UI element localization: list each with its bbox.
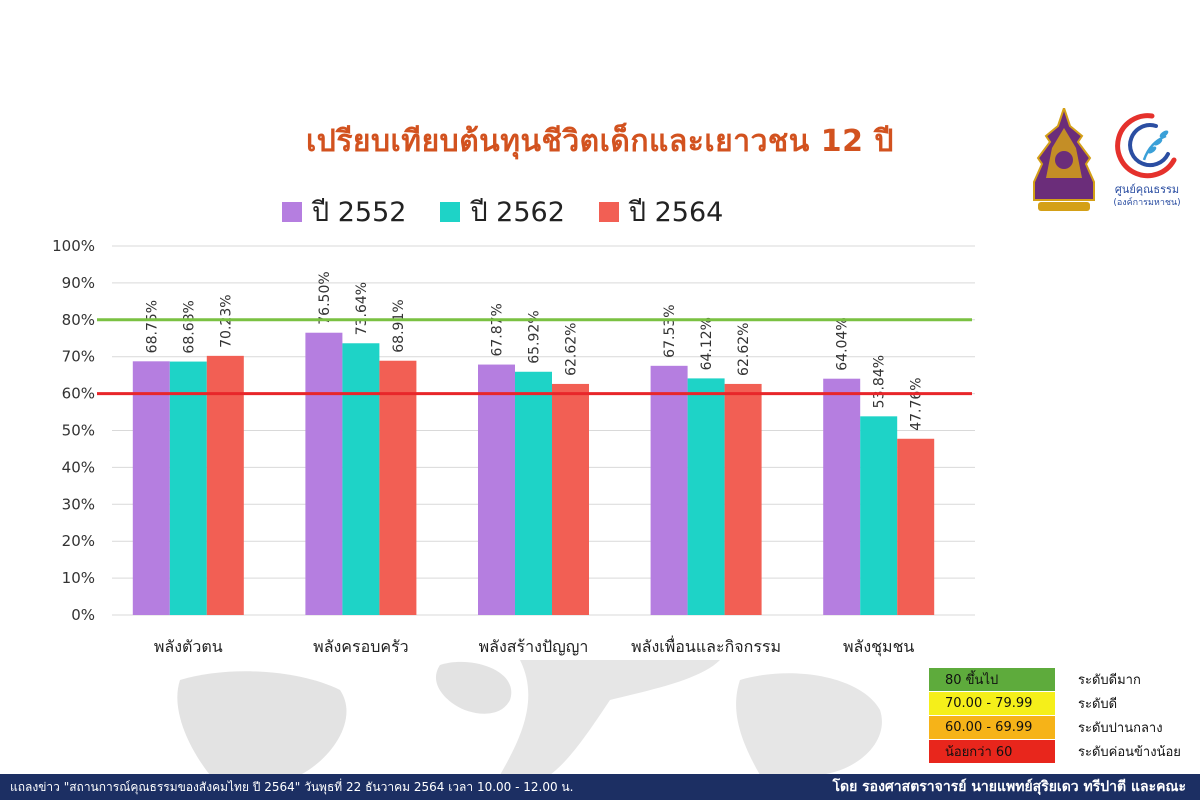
bar <box>860 416 898 615</box>
level-range: 80 ขึ้นไป <box>928 667 1056 692</box>
level-description: ระดับปานกลาง <box>1078 721 1163 736</box>
level-legend-table: 80 ขึ้นไป ระดับดีมาก 70.00 - 79.99 ระดับ… <box>928 667 1181 764</box>
y-tick-label: 30% <box>62 495 95 513</box>
moral-center-logo-icon <box>1115 113 1177 179</box>
bar <box>478 364 515 615</box>
bar <box>823 378 861 615</box>
legend-label-2562: ปี 2562 <box>470 197 565 228</box>
data-label: 68.75% <box>144 300 160 353</box>
footer-author-text: โดย รองศาสตราจารย์ นายแพทย์สุริยเดว ทรีป… <box>832 779 1186 795</box>
category-label: พลังเพื่อนและกิจกรรม <box>631 635 781 656</box>
category-label: พลังสร้างปัญญา <box>479 637 589 656</box>
bar <box>724 383 762 615</box>
category-label: พลังตัวตน <box>154 637 223 656</box>
level-row: 60.00 - 69.99 ระดับปานกลาง <box>928 715 1181 740</box>
data-label: 65.92% <box>527 310 543 363</box>
level-range: น้อยกว่า 60 <box>928 739 1056 764</box>
data-label: 64.04% <box>835 317 851 370</box>
footer-bar: แถลงข่าว "สถานการณ์คุณธรรมของสังคมไทย ปี… <box>0 774 1200 800</box>
data-label: 73.64% <box>354 282 370 335</box>
y-tick-label: 20% <box>62 532 95 550</box>
data-label: 67.53% <box>662 304 678 357</box>
level-description: ระดับดีมาก <box>1078 673 1141 688</box>
y-tick-label: 90% <box>62 274 95 292</box>
legend-label-2552: ปี 2552 <box>312 197 407 228</box>
category-label: พลังชุมชน <box>843 637 914 657</box>
level-row: 70.00 - 79.99 ระดับดี <box>928 691 1181 716</box>
data-label: 68.91% <box>391 299 407 352</box>
bar <box>552 383 589 615</box>
y-tick-label: 60% <box>62 385 95 403</box>
data-label: 64.12% <box>699 317 715 370</box>
bar <box>342 343 380 615</box>
bar <box>515 371 552 615</box>
moral-center-logo-text: ศูนย์คุณธรรม <box>1114 183 1180 196</box>
level-row: น้อยกว่า 60 ระดับค่อนข้างน้อย <box>928 739 1181 764</box>
legend-swatch-2564 <box>598 201 619 222</box>
y-tick-label: 100% <box>52 237 95 255</box>
bar <box>897 438 935 615</box>
bar <box>132 361 170 615</box>
data-label: 68.68% <box>181 300 197 353</box>
data-label: 53.84% <box>872 355 888 408</box>
y-tick-label: 50% <box>62 422 95 440</box>
y-tick-label: 70% <box>62 348 95 366</box>
bar <box>379 360 417 615</box>
legend-label-2564: ปี 2564 <box>628 197 724 228</box>
data-label: 62.62% <box>564 323 580 376</box>
legend-swatch-2562 <box>440 201 461 222</box>
bar <box>206 355 244 615</box>
category-label: พลังครอบครัว <box>313 637 409 656</box>
legend-item-2562: ปี 2562 <box>440 190 565 233</box>
bar <box>650 365 688 615</box>
y-tick-label: 40% <box>62 458 95 476</box>
legend-swatch-2552 <box>282 201 302 222</box>
level-description: ระดับดี <box>1078 697 1118 712</box>
legend-item-2552: ปี 2552 <box>282 190 406 233</box>
level-row: 80 ขึ้นไป ระดับดีมาก <box>928 667 1181 692</box>
data-label: 67.87% <box>490 303 506 356</box>
data-label: 76.50% <box>317 271 333 324</box>
bar <box>687 378 725 615</box>
data-label: 62.62% <box>736 323 752 376</box>
legend-item-2564: ปี 2564 <box>598 190 724 233</box>
moral-center-logo-subtext: (องค์การมหาชน) <box>1113 198 1181 208</box>
bar <box>169 361 207 615</box>
y-tick-label: 80% <box>62 311 95 329</box>
y-tick-label: 0% <box>71 606 95 624</box>
level-description: ระดับค่อนข้างน้อย <box>1078 745 1181 760</box>
level-range: 70.00 - 79.99 <box>928 691 1056 716</box>
bar <box>305 332 343 615</box>
y-tick-label: 10% <box>62 569 95 587</box>
footer-event-text: แถลงข่าว "สถานการณ์คุณธรรมของสังคมไทย ปี… <box>10 779 574 794</box>
world-map-background <box>177 660 882 775</box>
chart-legend: ปี 2552 ปี 2562 ปี 2564 <box>282 190 723 233</box>
chart-title: เปรียบเทียบต้นทุนชีวิตเด็กและเยาวชน 12 ป… <box>306 124 894 159</box>
level-range: 60.00 - 69.99 <box>928 715 1056 740</box>
data-label: 47.76% <box>909 377 925 430</box>
emblem-logo-icon <box>1033 108 1095 211</box>
